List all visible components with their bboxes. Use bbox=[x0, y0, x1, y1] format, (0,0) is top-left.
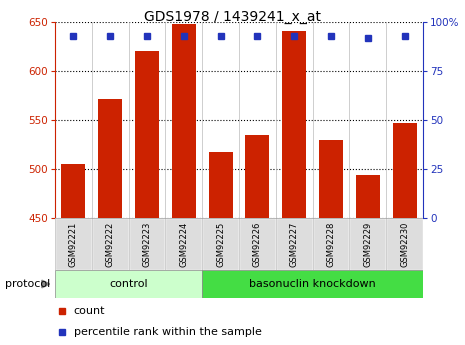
Bar bbox=[135, 51, 159, 345]
Text: GSM92228: GSM92228 bbox=[326, 221, 336, 267]
Bar bbox=[282, 31, 306, 345]
Bar bbox=[202, 218, 239, 270]
Text: GSM92224: GSM92224 bbox=[179, 221, 188, 267]
Bar bbox=[239, 218, 276, 270]
Text: percentile rank within the sample: percentile rank within the sample bbox=[73, 327, 261, 337]
Bar bbox=[129, 218, 166, 270]
Text: GSM92223: GSM92223 bbox=[142, 221, 152, 267]
Text: GSM92225: GSM92225 bbox=[216, 221, 225, 267]
Bar bbox=[319, 140, 343, 345]
Bar bbox=[98, 99, 122, 345]
Bar bbox=[55, 218, 92, 270]
Bar bbox=[392, 123, 417, 345]
Text: control: control bbox=[109, 279, 148, 289]
Text: GSM92227: GSM92227 bbox=[290, 221, 299, 267]
Bar bbox=[61, 164, 86, 345]
Bar bbox=[349, 218, 386, 270]
Bar bbox=[202, 270, 423, 298]
Bar bbox=[55, 270, 202, 298]
Text: count: count bbox=[73, 306, 105, 316]
Bar bbox=[209, 152, 232, 345]
Text: protocol: protocol bbox=[5, 279, 50, 289]
Bar bbox=[172, 24, 196, 345]
Bar bbox=[386, 218, 423, 270]
Bar bbox=[276, 218, 312, 270]
Bar bbox=[246, 135, 269, 345]
Text: GSM92221: GSM92221 bbox=[69, 221, 78, 267]
Text: GSM92226: GSM92226 bbox=[253, 221, 262, 267]
Bar bbox=[356, 175, 380, 345]
Text: GSM92229: GSM92229 bbox=[363, 221, 372, 267]
Text: GDS1978 / 1439241_x_at: GDS1978 / 1439241_x_at bbox=[144, 10, 321, 24]
Text: basonuclin knockdown: basonuclin knockdown bbox=[249, 279, 376, 289]
Text: GSM92230: GSM92230 bbox=[400, 221, 409, 267]
Bar bbox=[166, 218, 202, 270]
Bar bbox=[92, 218, 129, 270]
Bar bbox=[312, 218, 349, 270]
Text: GSM92222: GSM92222 bbox=[106, 221, 115, 267]
